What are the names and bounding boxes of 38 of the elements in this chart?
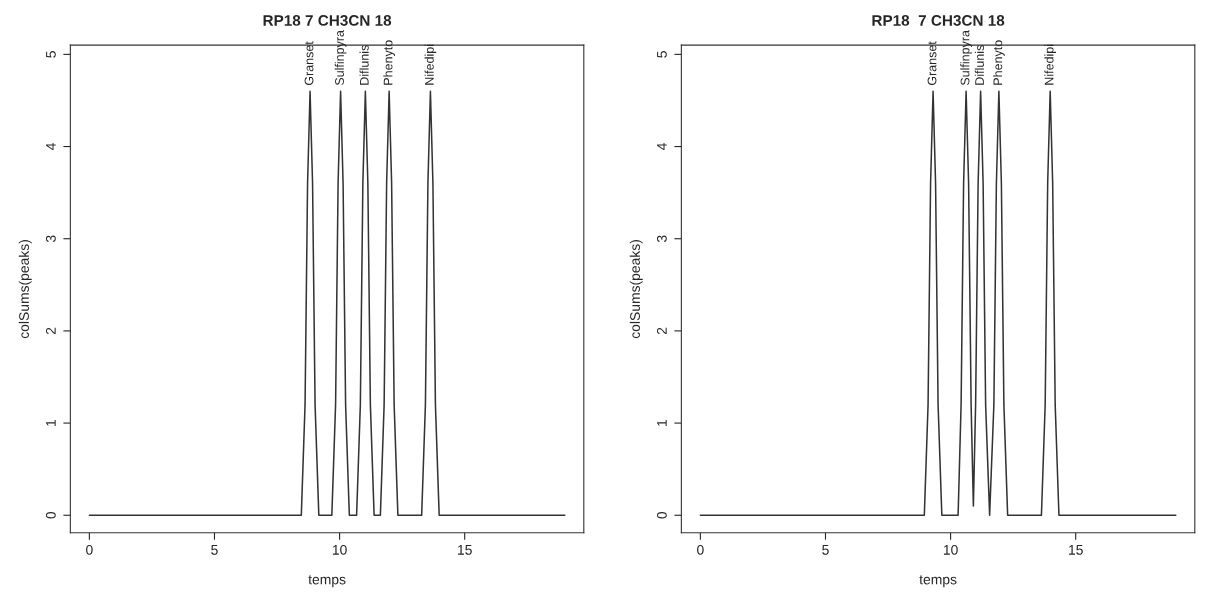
annotation: Phenyto — [993, 40, 1005, 85]
y-tick-label: 5 — [46, 51, 56, 58]
x-tick-label: 15 — [1069, 545, 1083, 555]
annotation: Nifedipi — [1044, 44, 1057, 85]
y-axis-title: colSums(peaks) — [18, 240, 32, 339]
y-tick-label: 1 — [657, 419, 667, 426]
x-tick-label: 0 — [86, 544, 93, 555]
y-tick-label: 1 — [46, 419, 56, 426]
y-tick-label: 3 — [45, 235, 56, 243]
x-tick-label: 5 — [822, 545, 829, 555]
line-series — [699, 90, 1177, 517]
annotation: Phenyto — [383, 40, 395, 85]
y-tick-label: 0 — [45, 511, 56, 519]
x-tick-label: 10 — [943, 544, 958, 555]
x-tick-label: 0 — [697, 544, 704, 555]
y-tick-label: 4 — [46, 143, 56, 151]
x-axis-title: temps — [919, 575, 957, 588]
annotation: Diflunis — [974, 45, 984, 85]
annotation: Sulfinpyra — [960, 30, 972, 86]
annotation: Sulfinpyra — [334, 30, 347, 86]
annotation: Granset — [927, 41, 937, 86]
chart-title: RP18 7 CH3CN 18 — [872, 15, 1005, 26]
y-tick-label: 4 — [657, 143, 667, 151]
y-tick-label: 2 — [656, 327, 667, 335]
x-tick-label: 5 — [211, 545, 218, 555]
x-axis-title: temps — [308, 575, 346, 588]
chart-title: RP18 7 CH3CN 18 — [263, 15, 392, 26]
y-tick-label: 0 — [656, 511, 667, 519]
y-axis-title: colSums(peaks) — [629, 240, 643, 339]
x-tick-label: 10 — [332, 544, 347, 555]
x-tick-label: 15 — [458, 545, 472, 555]
annotation: Nifedipi — [424, 44, 437, 85]
annotation: Diflunis — [359, 45, 369, 85]
line-series — [88, 90, 566, 517]
y-tick-label: 5 — [657, 51, 667, 58]
y-tick-label: 2 — [45, 327, 56, 335]
y-tick-label: 3 — [656, 235, 667, 243]
annotation: Granset — [304, 41, 314, 86]
